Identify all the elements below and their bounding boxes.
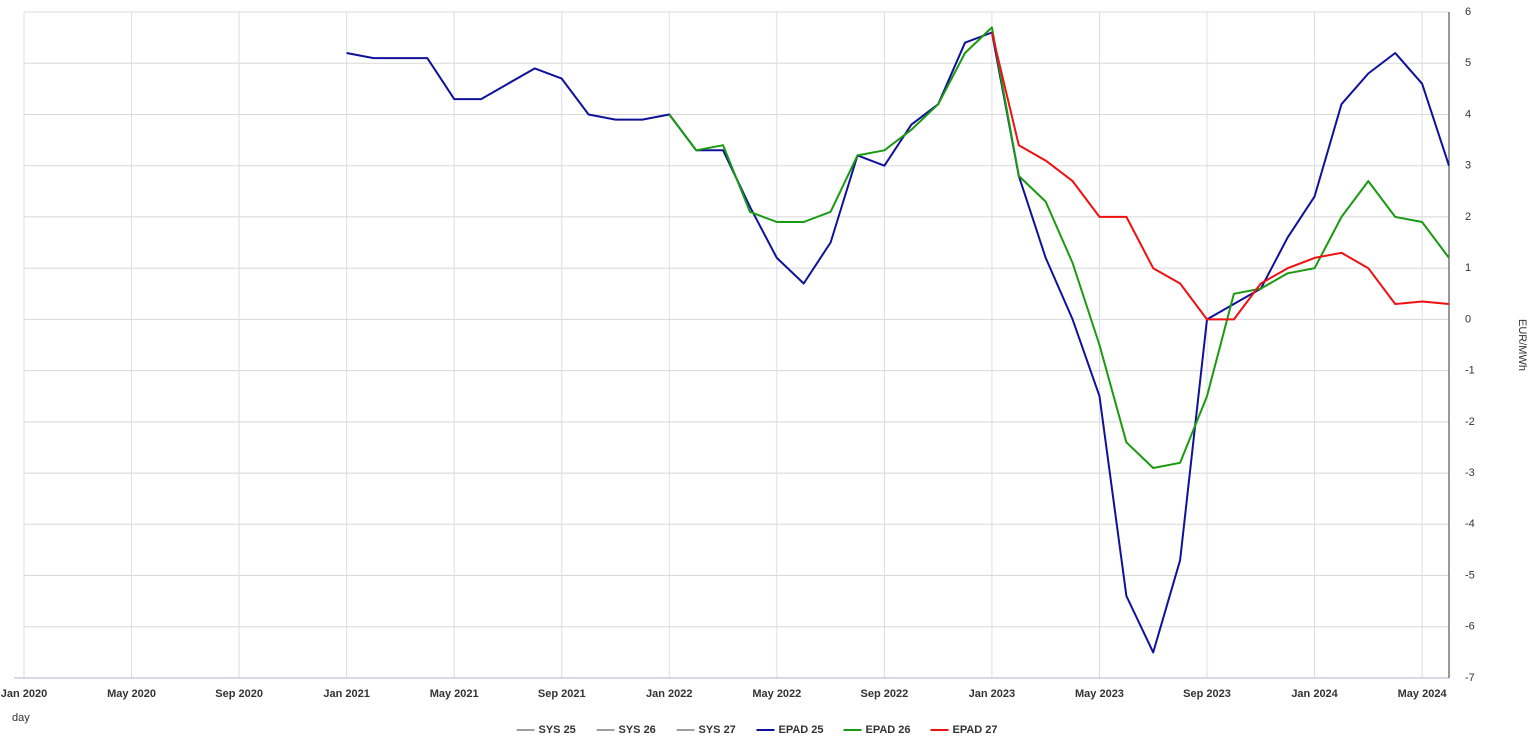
y-tick-label: -5 [1465,569,1475,581]
x-tick-label: Sep 2023 [1183,688,1231,700]
y-tick-label: 3 [1465,160,1471,172]
y-tick-label: 1 [1465,262,1471,274]
series-line [990,32,1450,321]
legend-label: EPAD 26 [866,724,911,736]
legend-label: EPAD 25 [779,724,824,736]
x-tick-label: Jan 2020 [1,688,47,700]
y-axis-label: EUR/MWh [1516,319,1528,371]
y-tick-label: -3 [1465,467,1475,479]
y-tick-label: -6 [1465,621,1475,633]
legend-label: EPAD 27 [953,724,998,736]
x-tick-label: Sep 2021 [538,688,586,700]
x-tick-label: May 2023 [1075,688,1124,700]
y-tick-label: 2 [1465,211,1471,223]
y-tick-label: -7 [1465,672,1475,684]
x-tick-label: May 2021 [430,688,479,700]
x-tick-label: Sep 2022 [861,688,909,700]
legend-label: SYS 25 [539,724,576,736]
y-tick-label: -2 [1465,416,1475,428]
legend-label: SYS 27 [699,724,736,736]
y-tick-label: 0 [1465,313,1471,325]
x-tick-label: Sep 2020 [215,688,263,700]
y-tick-label: 5 [1465,57,1471,69]
y-tick-label: 4 [1465,108,1471,120]
x-tick-label: May 2022 [752,688,801,700]
x-tick-label: Jan 2021 [323,688,369,700]
x-tick-label: May 2024 [1398,688,1448,700]
x-tick-label: Jan 2023 [969,688,1015,700]
series-line [668,26,1450,469]
x-tick-label: Jan 2024 [1291,688,1338,700]
legend-label: SYS 26 [619,724,656,736]
x-axis-label: day [12,712,30,724]
y-tick-label: -1 [1465,365,1475,377]
y-tick-label: 6 [1465,6,1471,18]
x-tick-label: Jan 2022 [646,688,692,700]
y-tick-label: -4 [1465,518,1475,530]
series-line [346,31,1450,654]
x-tick-label: May 2020 [107,688,156,700]
